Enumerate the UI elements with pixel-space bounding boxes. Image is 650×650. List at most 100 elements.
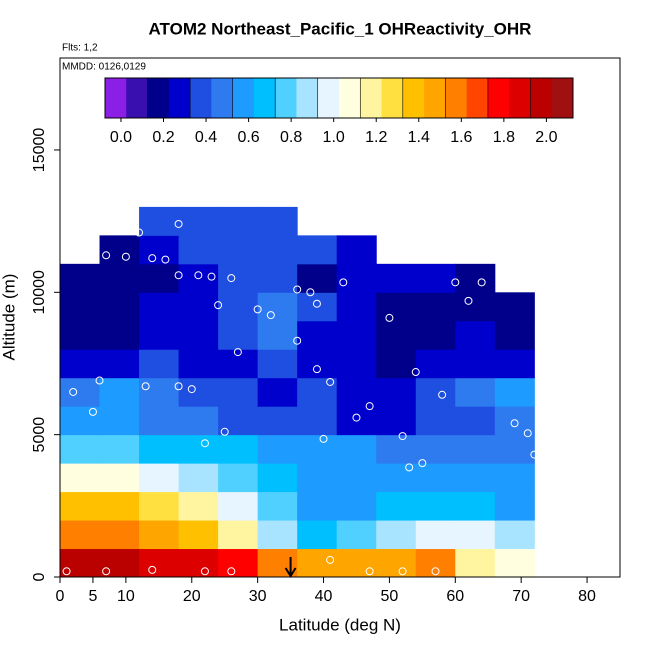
flight-point	[477, 278, 486, 287]
heat-cell	[376, 292, 417, 322]
heat-cell	[178, 548, 219, 578]
heat-cell	[218, 491, 259, 521]
heat-cell	[218, 463, 259, 493]
heat-cell	[99, 491, 140, 521]
heat-cell	[218, 292, 259, 322]
flight-point	[214, 301, 223, 310]
colorbar-swatch	[105, 78, 127, 118]
colorbar-frame	[104, 77, 574, 119]
heat-cell	[297, 320, 338, 350]
heat-cell	[99, 520, 140, 550]
heat-cell	[99, 463, 140, 493]
heat-cell	[60, 320, 101, 350]
flight-point	[102, 567, 111, 576]
flight-point	[339, 278, 348, 287]
heat-cell	[415, 320, 456, 350]
flight-point	[405, 463, 414, 472]
heat-cell	[218, 206, 259, 236]
flight-point	[319, 434, 328, 443]
flight-point	[69, 387, 78, 396]
flight-point	[326, 377, 335, 386]
heat-cell	[139, 548, 180, 578]
heat-cell	[178, 463, 219, 493]
colorbar-swatch	[147, 78, 170, 118]
heat-cell	[455, 263, 496, 293]
colorbar-swatch	[317, 78, 340, 118]
heat-cell	[494, 377, 535, 407]
heat-cell	[455, 349, 496, 379]
flight-point	[102, 251, 111, 260]
flight-point	[266, 311, 275, 320]
heat-cell	[455, 320, 496, 350]
heat-cell	[139, 520, 180, 550]
flight-point	[148, 254, 157, 263]
heat-cell	[494, 406, 535, 436]
heat-cell	[139, 206, 180, 236]
colorbar-tick-label: 1.2	[365, 129, 387, 146]
heat-cell	[257, 491, 298, 521]
flight-point	[121, 252, 130, 261]
heat-cell	[257, 320, 298, 350]
heat-cell	[99, 320, 140, 350]
heat-cell	[455, 548, 496, 578]
heat-cell	[297, 377, 338, 407]
heat-cell	[178, 491, 219, 521]
heat-cell	[494, 463, 535, 493]
y-tick-label: 10000	[31, 270, 48, 315]
heat-cell	[336, 349, 377, 379]
heat-cell	[336, 491, 377, 521]
heat-cell	[494, 520, 535, 550]
y-axis-label: Altitude (m)	[0, 274, 18, 361]
x-tick-label: 30	[249, 588, 267, 605]
heat-cell	[139, 235, 180, 265]
heat-cell	[139, 491, 180, 521]
flight-point	[365, 567, 374, 576]
flight-point	[161, 255, 170, 264]
heat-cell	[60, 491, 101, 521]
x-tick-label: 40	[315, 588, 333, 605]
heat-cell	[60, 377, 101, 407]
heat-cell	[218, 548, 259, 578]
heat-cell	[376, 406, 417, 436]
flight-point	[365, 402, 374, 411]
heat-cell	[455, 434, 496, 464]
flight-point	[352, 413, 361, 422]
flight-point	[200, 439, 209, 448]
colorbar-swatch	[211, 78, 234, 118]
colorbar-swatch	[445, 78, 468, 118]
colorbar-swatch	[402, 78, 425, 118]
flight-point	[200, 567, 209, 576]
flight-point	[312, 299, 321, 308]
flight-point	[148, 565, 157, 574]
heat-cell	[336, 263, 377, 293]
flight-point	[95, 376, 104, 385]
heat-cell	[178, 520, 219, 550]
flight-point	[187, 385, 196, 394]
heat-cell	[415, 263, 456, 293]
heat-cell	[257, 206, 298, 236]
flight-point	[312, 365, 321, 374]
x-axis-label: Latitude (deg N)	[279, 615, 401, 634]
colorbar-swatch	[339, 78, 361, 118]
heat-cell	[218, 235, 259, 265]
heat-cell	[178, 377, 219, 407]
flight-point	[227, 274, 236, 283]
flight-point	[207, 272, 216, 281]
y-tick-label: 0	[31, 572, 48, 581]
flight-point	[233, 348, 242, 357]
flight-point	[227, 567, 236, 576]
heat-cell	[376, 520, 417, 550]
plot-frame	[59, 57, 621, 578]
x-tick-label: 80	[578, 588, 596, 605]
colorbar-swatch	[466, 78, 489, 118]
heat-cell	[415, 548, 456, 578]
heat-cell	[376, 349, 417, 379]
colorbar-swatch	[275, 78, 297, 118]
flight-point	[523, 429, 532, 438]
heat-cell	[494, 320, 535, 350]
flight-point	[418, 459, 427, 468]
heat-cell	[60, 263, 101, 293]
heat-cell	[376, 548, 417, 578]
heat-cell	[376, 491, 417, 521]
